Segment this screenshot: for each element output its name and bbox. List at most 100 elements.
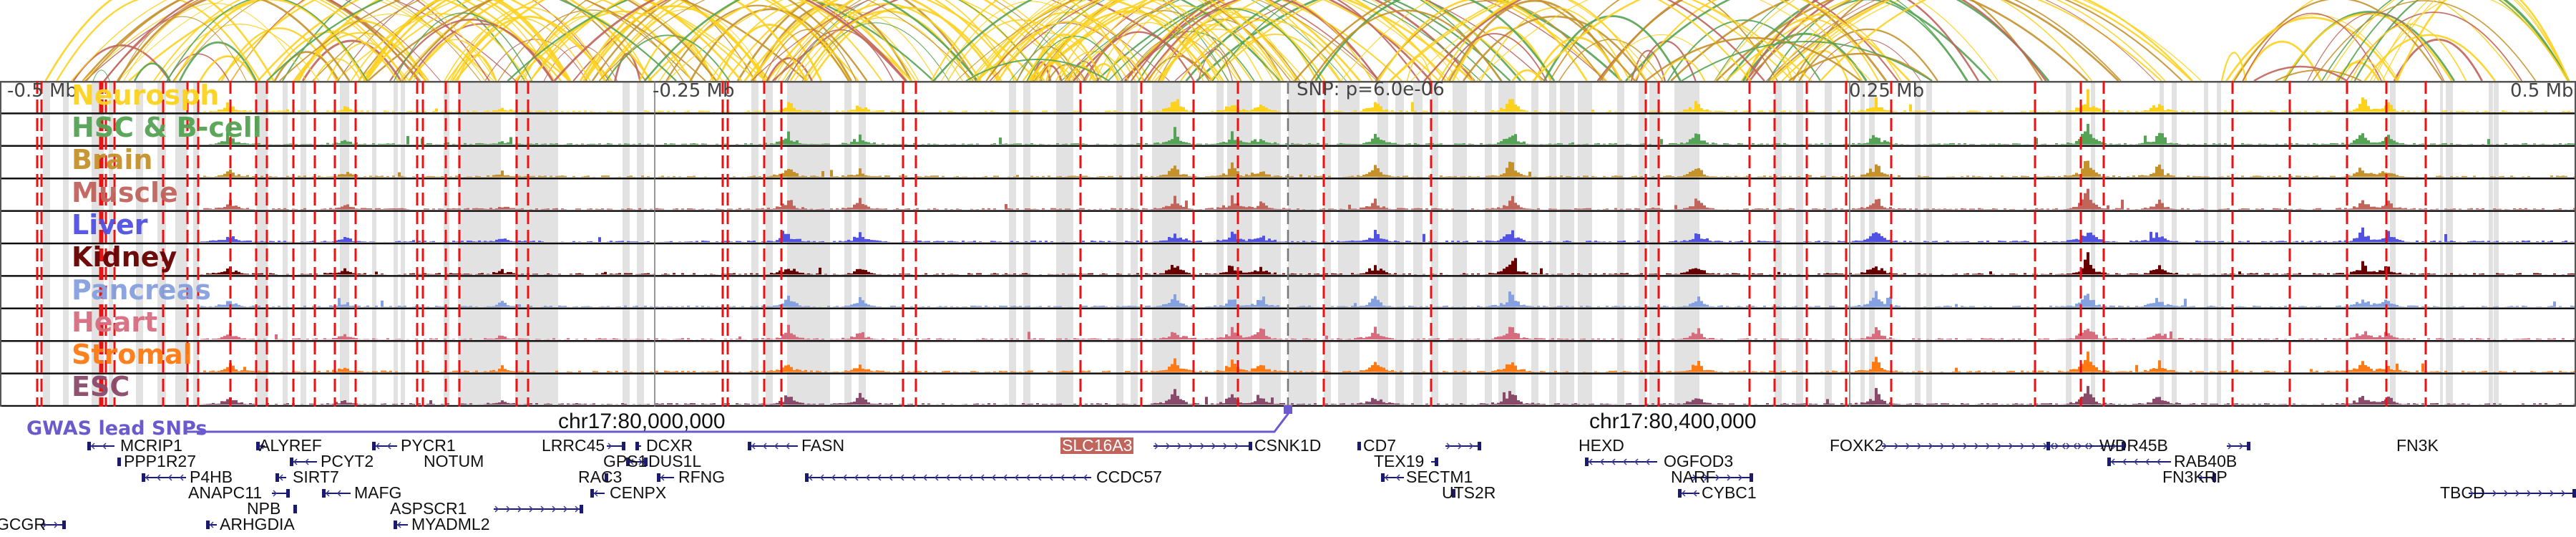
gene-label-rfng[interactable]: RFNG bbox=[678, 468, 726, 486]
gene-label-anapc11[interactable]: ANAPC11 bbox=[188, 483, 263, 502]
gene-label-pycr1[interactable]: PYCR1 bbox=[401, 436, 456, 455]
interaction-arc bbox=[2396, 0, 2570, 81]
strand-arrow-icon bbox=[2133, 458, 2138, 465]
gene-label-myadml2[interactable]: MYADML2 bbox=[411, 515, 490, 533]
interaction-arc bbox=[92, 69, 110, 81]
gene-track bbox=[42, 405, 2576, 529]
gene-label-gcgr[interactable]: GCGR bbox=[0, 515, 46, 533]
interaction-arc bbox=[1314, 0, 1556, 81]
gene-label-hexd[interactable]: HEXD bbox=[1579, 436, 1624, 455]
gene-label-sectm1[interactable]: SECTM1 bbox=[1406, 468, 1473, 486]
gene-label-csnk1d[interactable]: CSNK1D bbox=[1254, 436, 1322, 455]
strand-arrow-icon bbox=[968, 474, 973, 481]
interaction-arc bbox=[1769, 0, 2093, 81]
interaction-arc bbox=[1406, 56, 1433, 81]
interaction-arc bbox=[1016, 0, 1229, 81]
interaction-arc bbox=[2253, 65, 2348, 81]
interaction-arc bbox=[992, 0, 1279, 81]
gene-label-slc16a3[interactable]: SLC16A3 bbox=[1060, 436, 1134, 455]
gene-label-tbcd[interactable]: TBCD bbox=[2440, 483, 2485, 502]
interaction-arc bbox=[947, 19, 1095, 81]
strand-arrow-icon bbox=[2527, 490, 2532, 497]
interaction-arc bbox=[257, 0, 613, 81]
strand-arrow-icon bbox=[1048, 474, 1053, 481]
interaction-arc bbox=[659, 0, 908, 81]
gene-exon bbox=[1249, 442, 1252, 450]
interaction-arc bbox=[750, 0, 1000, 81]
strand-arrow-icon bbox=[2481, 490, 2486, 497]
gene-label-mafg[interactable]: MAFG bbox=[354, 483, 402, 502]
strand-arrow-icon bbox=[2100, 442, 2105, 450]
gene-label-npb[interactable]: NPB bbox=[247, 499, 281, 518]
gene-label-wdr45b[interactable]: WDR45B bbox=[2099, 436, 2168, 455]
gene-label-gps1[interactable]: GPS1 bbox=[603, 452, 648, 470]
gene-label-lrrc45[interactable]: LRRC45 bbox=[542, 436, 605, 455]
strand-arrow-icon bbox=[1458, 442, 1463, 450]
gene-label-fasn[interactable]: FASN bbox=[801, 436, 845, 455]
gene-label-fn3k[interactable]: FN3K bbox=[2396, 436, 2439, 455]
interaction-arc bbox=[507, 0, 935, 81]
strand-arrow-icon bbox=[608, 442, 613, 450]
strand-arrow-icon bbox=[575, 505, 580, 513]
gene-label-ppp1r27[interactable]: PPP1R27 bbox=[124, 452, 197, 470]
strand-arrow-icon bbox=[1906, 442, 1911, 450]
gene-label-ccdc57[interactable]: CCDC57 bbox=[1096, 468, 1163, 486]
strand-arrow-icon bbox=[2031, 442, 2036, 450]
strand-arrow-icon bbox=[2049, 442, 2054, 450]
gene-label-dus1l[interactable]: DUS1L bbox=[648, 452, 702, 470]
interaction-arc bbox=[1820, 0, 2193, 81]
gene-label-tex19[interactable]: TEX19 bbox=[1374, 452, 1425, 470]
interaction-arc bbox=[1798, 28, 1938, 81]
gene-exon bbox=[590, 489, 594, 498]
strand-arrow-icon bbox=[1727, 474, 1732, 481]
strand-arrow-icon bbox=[1928, 442, 1933, 450]
gene-label-rab40b[interactable]: RAB40B bbox=[2174, 452, 2238, 470]
gene-exon bbox=[2247, 442, 2250, 450]
interaction-arc bbox=[56, 0, 261, 81]
strand-arrow-icon bbox=[1622, 458, 1627, 465]
strand-arrow-icon bbox=[593, 490, 598, 497]
gene-label-dcxr[interactable]: DCXR bbox=[646, 436, 693, 455]
strand-arrow-icon bbox=[808, 474, 813, 481]
gene-label-mcrip1[interactable]: MCRIP1 bbox=[120, 436, 182, 455]
gene-label-p4hb[interactable]: P4HB bbox=[190, 468, 233, 486]
interaction-arc bbox=[2326, 0, 2570, 81]
gene-label-sirt7[interactable]: SIRT7 bbox=[293, 468, 339, 486]
gene-exon bbox=[1381, 473, 1385, 482]
gene-label-arhgdia[interactable]: ARHGDIA bbox=[220, 515, 295, 533]
interaction-arc bbox=[1670, 0, 2089, 81]
interaction-arc bbox=[2312, 0, 2537, 81]
gene-label-cybc1[interactable]: CYBC1 bbox=[1702, 483, 1757, 502]
gene-label-alyref[interactable]: ALYREF bbox=[259, 436, 322, 455]
strand-arrow-icon bbox=[2122, 458, 2127, 465]
gene-label-uts2r[interactable]: UTS2R bbox=[1442, 483, 1496, 502]
interaction-arc bbox=[2363, 34, 2496, 81]
strand-arrow-icon bbox=[945, 474, 950, 481]
interaction-arc bbox=[997, 21, 1141, 81]
gene-label-narf[interactable]: NARF bbox=[1671, 468, 1716, 486]
strand-arrow-icon bbox=[1211, 442, 1216, 450]
interaction-arc bbox=[965, 59, 1110, 81]
interaction-arc bbox=[643, 0, 979, 81]
strand-arrow-icon bbox=[2199, 474, 2204, 481]
gene-label-foxk2[interactable]: FOXK2 bbox=[1830, 436, 1884, 455]
gene-label-cenpx[interactable]: CENPX bbox=[610, 483, 667, 502]
gene-label-ogfod3[interactable]: OGFOD3 bbox=[1664, 452, 1734, 470]
interaction-arc bbox=[2350, 23, 2467, 81]
strand-arrow-icon bbox=[2515, 490, 2520, 497]
axis-label-0-5-mb: 0.5 Mb bbox=[2510, 80, 2574, 102]
interaction-arc bbox=[364, 0, 572, 81]
gene-exon bbox=[142, 473, 145, 482]
gene-label-rac3[interactable]: RAC3 bbox=[578, 468, 623, 486]
gene-label-fn3krp[interactable]: FN3KRP bbox=[2162, 468, 2228, 486]
gene-label-notum[interactable]: NOTUM bbox=[424, 452, 484, 470]
interaction-arc bbox=[71, 0, 410, 81]
interaction-arc bbox=[1624, 0, 1992, 81]
interaction-arc bbox=[1511, 69, 1543, 81]
gene-exon bbox=[293, 505, 297, 513]
gene-label-cd7[interactable]: CD7 bbox=[1363, 436, 1397, 455]
gene-label-pcyt2[interactable]: PCYT2 bbox=[321, 452, 374, 470]
interaction-arc bbox=[2335, 61, 2381, 81]
interaction-arc bbox=[1070, 0, 1342, 81]
gene-label-aspscr1[interactable]: ASPSCR1 bbox=[390, 499, 467, 518]
